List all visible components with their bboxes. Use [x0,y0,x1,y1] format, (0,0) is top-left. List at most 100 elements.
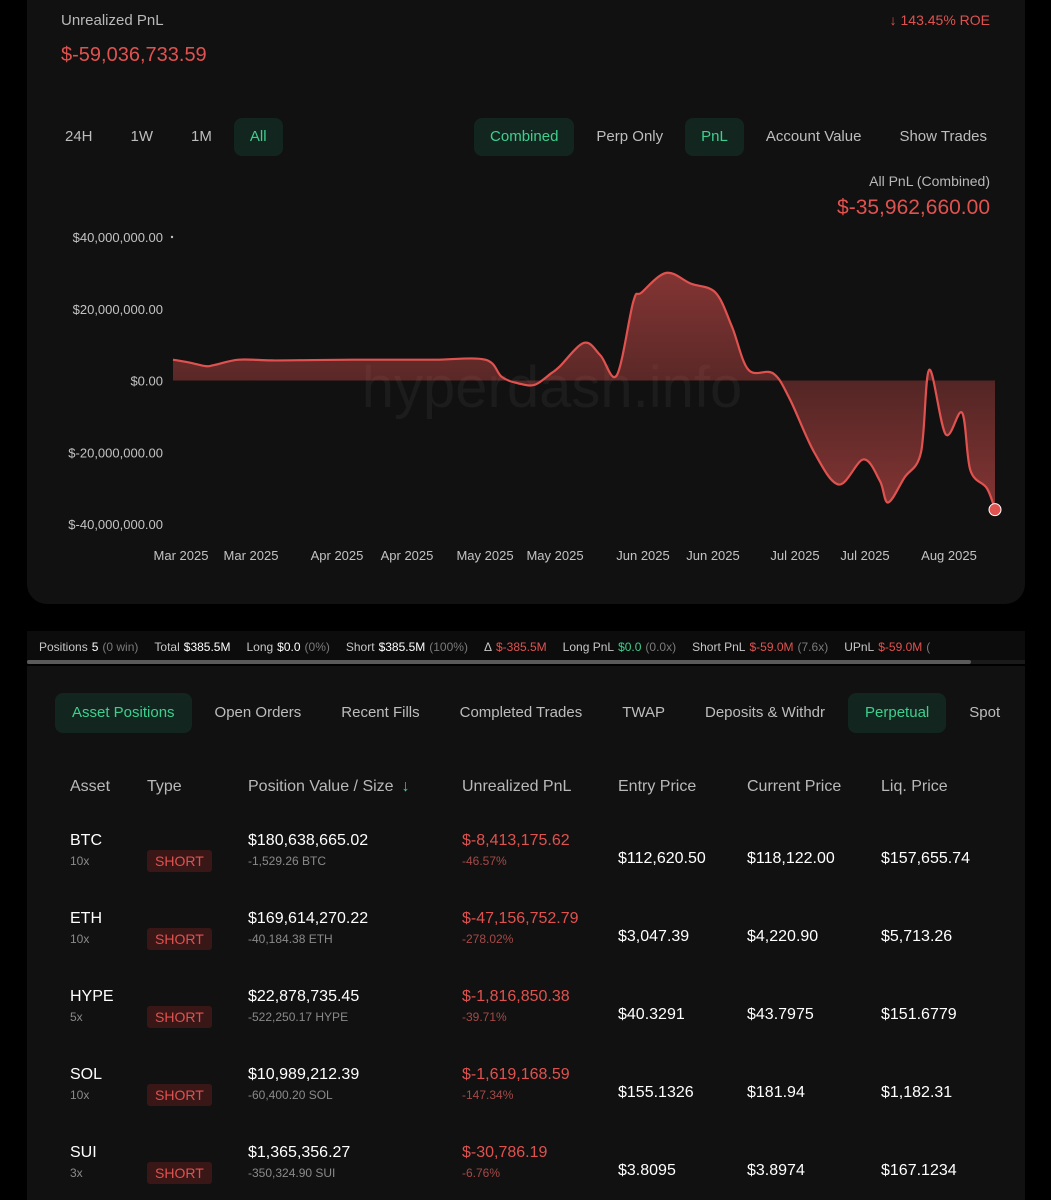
x-tick-label: Mar 2025 [224,548,279,563]
stat-value: $385.5M [183,640,231,654]
unrealized-pnl-cell: $-1,619,168.59 -147.34% [462,1066,570,1102]
stat-item: Long $0.0 (0%) [246,640,329,654]
pnl-area-positive [173,272,995,381]
account-value-button[interactable]: Account Value [765,128,862,145]
asset-name[interactable]: SOL [70,1066,103,1083]
asset-name[interactable]: HYPE [70,988,114,1005]
stats-scrollbar-thumb[interactable] [27,660,971,664]
asset-leverage: 5x [70,1010,83,1024]
tab-completed-trades[interactable]: Completed Trades [459,704,583,721]
tab-perpetual[interactable]: Perpetual [848,693,947,733]
tab-deposits-withdr[interactable]: Deposits & Withdr [704,704,826,721]
table-row[interactable]: ETH 10x SHORT $169,614,270.22 -40,184.38 ETH… [27,910,1025,988]
asset-name[interactable]: BTC [70,832,102,849]
position-value: $10,989,212.39 [248,1066,360,1083]
stat-item: Long PnL $0.0 (0.0x) [563,640,676,654]
current-price: $43.7975 [747,1006,814,1023]
position-value: $180,638,665.02 [248,832,369,849]
liq-price: $1,182.31 [881,1084,953,1101]
y-tick-label: $40,000,000.00 [73,230,163,245]
stat-value: $385.5M [378,640,426,654]
stat-key: Long PnL [562,640,615,654]
pnl-area-negative [173,380,995,510]
stat-key: Δ [483,640,492,654]
view-selector: Combined Perp Only PnL Account Value Sho… [474,118,1003,156]
entry-price: $3,047.39 [618,928,690,945]
asset-leverage: 3x [70,1166,83,1180]
tab-spot[interactable]: Spot [969,704,1001,721]
unrealized-pnl: $-8,413,175.62 [462,832,570,849]
col-position-value[interactable]: Position Value / Size ↓ [248,778,410,796]
stat-key: Long [246,640,274,654]
tab-recent-fills[interactable]: Recent Fills [341,704,420,721]
position-size: -350,324.90 SUI [248,1166,336,1180]
position-value-cell: $10,989,212.39 -60,400.20 SOL [248,1066,359,1102]
stat-value: $-59.0M [749,640,794,654]
current-pnl-marker[interactable] [988,503,1002,517]
perp-only-button[interactable]: Perp Only [596,128,664,145]
asset-name[interactable]: ETH [70,910,102,927]
position-size: -40,184.38 ETH [248,932,333,946]
y-tick-dot [170,235,174,239]
table-row[interactable]: SUI 3x SHORT $1,365,356.27 -350,324.90 SUI $-… [27,1144,1025,1200]
stat-sub: (7.6x) [797,640,829,654]
time-24h-button[interactable]: 24H [65,128,93,145]
position-value: $22,878,735.45 [248,988,360,1005]
x-tick-label: Aug 2025 [921,548,977,563]
table-row[interactable]: SOL 10x SHORT $10,989,212.39 -60,400.20 SOL $… [27,1066,1025,1144]
liq-price: $5,713.26 [881,928,953,945]
entry-price: $3.8095 [618,1162,676,1179]
position-value-cell: $22,878,735.45 -522,250.17 HYPE [248,988,359,1024]
show-trades-button[interactable]: Show Trades [899,128,987,145]
table-row[interactable]: HYPE 5x SHORT $22,878,735.45 -522,250.17 HYP… [27,988,1025,1066]
col-type[interactable]: Type [147,778,182,795]
asset-cell: HYPE 5x [70,988,114,1024]
unrealized-pnl-pct: -39.71% [462,1010,507,1024]
time-1w-button[interactable]: 1W [130,128,154,145]
time-range-selector: 24H 1W 1M All [49,118,283,156]
asset-name[interactable]: SUI [70,1144,97,1161]
stat-sub: ( [926,640,931,654]
positions-tabs: Asset Positions Open Orders Recent Fills Co… [55,692,1005,734]
col-entry-price[interactable]: Entry Price [618,778,697,795]
col-unrealized-pnl[interactable]: Unrealized PnL [462,778,572,795]
col-liq-price[interactable]: Liq. Price [881,778,948,795]
position-value-cell: $180,638,665.02 -1,529.26 BTC [248,832,368,868]
time-all-button[interactable]: All [233,118,283,156]
col-position-value-label: Position Value / Size [248,778,394,795]
tab-twap[interactable]: TWAP [622,704,665,721]
chart-header-value: $-35,962,660.00 [837,196,990,219]
x-tick-label: Jun 2025 [686,548,740,563]
col-current-price[interactable]: Current Price [747,778,842,795]
position-value: $169,614,270.22 [248,910,369,927]
side-badge: SHORT [147,850,212,872]
stat-value: $0.0 [277,640,301,654]
col-asset[interactable]: Asset [70,778,111,795]
stat-key: UPnL [844,640,875,654]
stat-item: Short $385.5M (100%) [346,640,468,654]
unrealized-pnl: $-1,619,168.59 [462,1066,570,1083]
asset-cell: SOL 10x [70,1066,102,1102]
tab-open-orders[interactable]: Open Orders [214,704,302,721]
table-row[interactable]: BTC 10x SHORT $180,638,665.02 -1,529.26 BTC $… [27,832,1025,910]
current-price: $118,122.00 [747,850,835,867]
liq-price: $151.6779 [881,1006,957,1023]
sort-down-icon[interactable]: ↓ [401,778,410,795]
y-tick-label: $20,000,000.00 [73,302,163,317]
pnl-chart[interactable]: hyperdash.info$40,000,000.00$20,000,000.… [27,0,1025,604]
positions-card: Asset Positions Open Orders Recent Fills Co… [27,666,1025,1200]
pnl-button[interactable]: PnL [685,118,744,156]
tab-asset-positions[interactable]: Asset Positions [55,693,192,733]
asset-leverage: 10x [70,854,90,868]
y-tick-label: $0.00 [130,374,163,389]
combined-button[interactable]: Combined [474,118,575,156]
position-value-cell: $169,614,270.22 -40,184.38 ETH [248,910,368,946]
type-cell: SHORT [147,1084,212,1106]
stat-value: 5 [91,640,99,654]
unrealized-pnl-cell: $-1,816,850.38 -39.71% [462,988,570,1024]
time-1m-button[interactable]: 1M [191,128,212,145]
unrealized-pnl: $-47,156,752.79 [462,910,579,927]
unrealized-pnl-cell: $-30,786.19 -6.76% [462,1144,547,1180]
unrealized-pnl: $-30,786.19 [462,1144,548,1161]
stats-scrollbar[interactable] [27,660,1025,664]
